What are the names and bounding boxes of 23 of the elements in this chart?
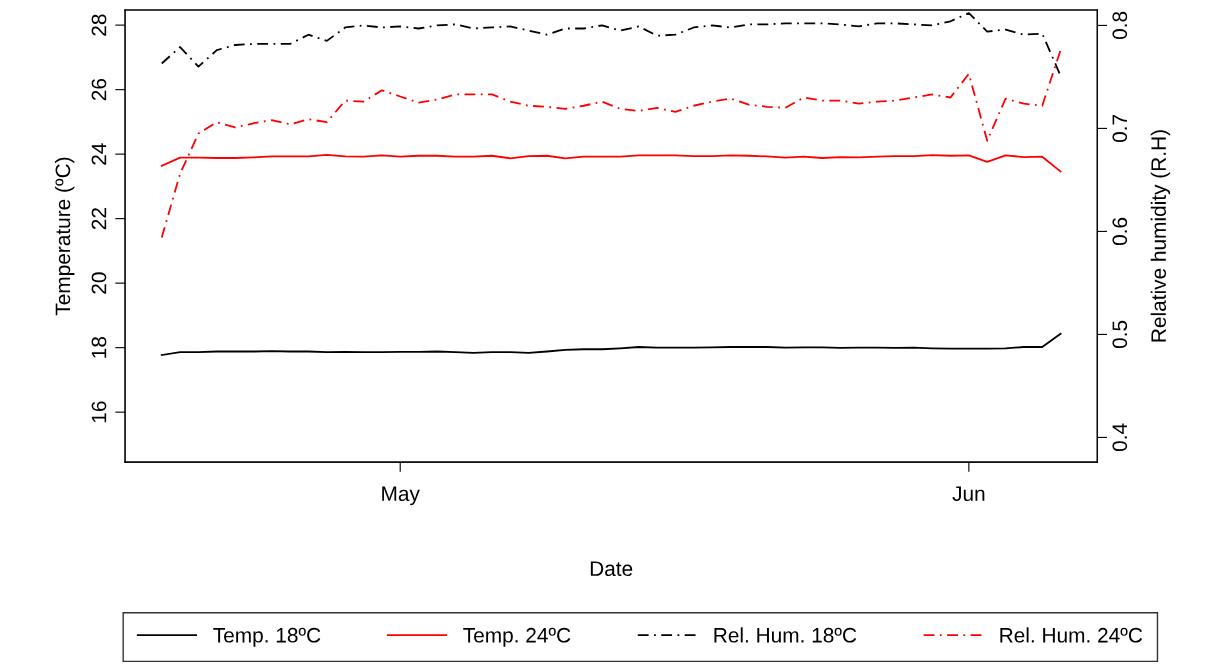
line-series xyxy=(160,332,1062,356)
x-tick-label: May xyxy=(382,486,420,506)
legend-label: Temp. 24ºC xyxy=(463,627,571,647)
y2-tick-label: 0.4 xyxy=(1112,423,1128,452)
y-tick-label: 18 xyxy=(91,336,107,358)
line-series xyxy=(160,49,1062,239)
y-tick-label: 24 xyxy=(91,143,107,165)
x-tick-label: Jun xyxy=(952,486,985,502)
x-axis-title: Date xyxy=(590,561,633,577)
y-tick-label: 20 xyxy=(91,272,107,294)
y-tick-label: 28 xyxy=(91,14,107,36)
legend-label: Rel. Hum. 18ºC xyxy=(714,627,857,643)
y2-tick-label: 0.7 xyxy=(1112,114,1128,143)
y2-tick-label: 0.8 xyxy=(1112,11,1128,40)
y2-tick-label: 0.6 xyxy=(1112,217,1128,246)
legend-label: Temp. 18ºC xyxy=(213,627,321,647)
y-tick-label: 16 xyxy=(91,401,107,423)
y-axis-title: Temperature (ºC) xyxy=(54,157,75,316)
y-tick-label: 26 xyxy=(91,78,107,101)
y-tick-label: 22 xyxy=(91,208,107,230)
y2-tick-label: 0.5 xyxy=(1112,320,1128,349)
y2-axis-title: Relative humidity (R.H) xyxy=(1150,130,1171,342)
legend-label: Rel. Hum. 24ºC xyxy=(1000,627,1143,643)
